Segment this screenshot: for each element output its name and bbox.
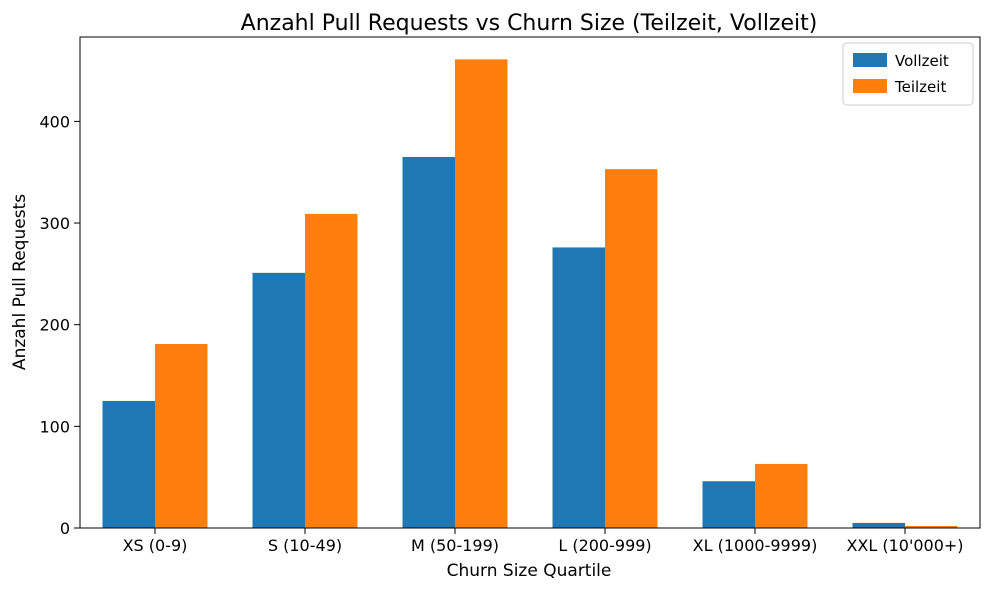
plot-area (102, 59, 958, 529)
y-tick-label: 100 (39, 417, 70, 436)
legend-swatch-teilzeit (853, 79, 887, 93)
bar-teilzeit-5 (905, 525, 958, 528)
legend-label-teilzeit: Teilzeit (894, 78, 946, 96)
plot-frame (79, 36, 981, 529)
y-axis-label: Anzahl Pull Requests (10, 194, 30, 370)
legend: Vollzeit Teilzeit (842, 42, 974, 106)
x-tick-label: XXL (10'000+) (846, 536, 963, 555)
bar-teilzeit-0 (155, 344, 208, 528)
bar-vollzeit-0 (102, 400, 155, 528)
legend-label-vollzeit: Vollzeit (895, 52, 949, 70)
bar-teilzeit-3 (605, 169, 658, 529)
y-axis: 0 100 200 300 400 (39, 112, 80, 538)
bar-teilzeit-2 (455, 59, 508, 529)
x-tick-label: XL (1000-9999) (693, 536, 818, 555)
x-tick-label: L (200-999) (558, 536, 651, 555)
y-tick-label: 300 (39, 214, 70, 233)
bar-vollzeit-3 (552, 247, 605, 528)
chart-title: Anzahl Pull Requests vs Churn Size (Teil… (241, 11, 818, 36)
y-tick-label: 0 (60, 519, 70, 538)
x-tick-label: XS (0-9) (123, 536, 188, 555)
bar-vollzeit-5 (852, 522, 905, 528)
y-tick-label: 400 (39, 112, 70, 131)
x-axis-label: Churn Size Quartile (447, 561, 612, 581)
bar-vollzeit-2 (402, 156, 455, 528)
bar-vollzeit-4 (702, 481, 755, 528)
x-tick-label: M (50-199) (411, 536, 499, 555)
x-tick-label: S (10-49) (268, 536, 342, 555)
bar-teilzeit-1 (305, 213, 358, 528)
x-axis: XS (0-9) S (10-49) M (50-199) L (200-999) XL… (123, 528, 964, 555)
y-tick-label: 200 (39, 316, 70, 335)
bar-vollzeit-1 (252, 272, 305, 528)
bar-teilzeit-4 (755, 463, 808, 528)
legend-swatch-vollzeit (853, 53, 887, 67)
